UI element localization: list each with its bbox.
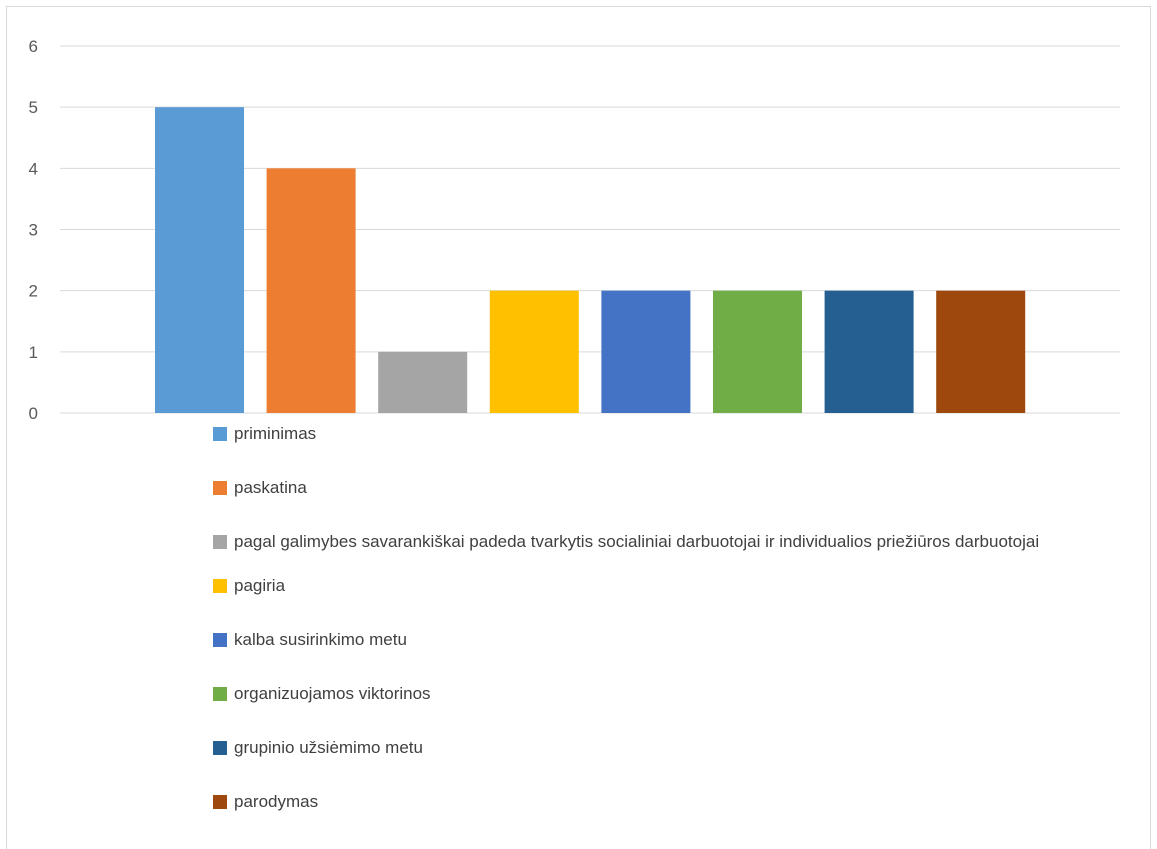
legend-swatch bbox=[213, 535, 227, 549]
bar bbox=[155, 107, 244, 414]
legend-swatch bbox=[213, 481, 227, 495]
bar bbox=[266, 168, 356, 413]
legend-item: grupinio užsiėmimo metu bbox=[213, 737, 1113, 791]
legend-item: parodymas bbox=[213, 791, 1113, 845]
y-tick-label: 6 bbox=[29, 37, 38, 56]
y-tick-label: 1 bbox=[29, 343, 38, 362]
bar-chart: 0 1 2 3 4 5 6 bbox=[29, 37, 1120, 420]
legend-label: organizuojamos viktorinos bbox=[234, 684, 431, 703]
legend-label: kalba susirinkimo metu bbox=[234, 630, 407, 649]
bar bbox=[824, 290, 914, 413]
legend-item: pagiria bbox=[213, 575, 1113, 629]
bar bbox=[378, 351, 468, 413]
legend-item: organizuojamos viktorinos bbox=[213, 683, 1113, 737]
legend-label: parodymas bbox=[234, 792, 319, 811]
legend-swatch bbox=[213, 687, 227, 701]
y-tick-label: 3 bbox=[29, 221, 38, 240]
y-axis-ticks: 0 1 2 3 4 5 6 bbox=[29, 37, 38, 420]
legend-label: priminimas bbox=[234, 424, 317, 443]
legend-label: pagiria bbox=[234, 576, 286, 595]
legend-item: priminimas bbox=[213, 423, 1113, 477]
legend-label: grupinio užsiėmimo metu bbox=[234, 738, 423, 757]
bar bbox=[936, 290, 1026, 413]
chart-frame bbox=[6, 6, 1151, 849]
bar bbox=[489, 290, 579, 413]
legend: priminimas paskatina pagal galimybes savar… bbox=[213, 423, 1113, 845]
y-tick-label: 4 bbox=[29, 159, 38, 178]
bars bbox=[155, 107, 1026, 414]
legend-item: paskatina bbox=[213, 477, 1113, 531]
bar bbox=[601, 290, 691, 413]
legend-swatch bbox=[213, 579, 227, 593]
bar bbox=[713, 290, 802, 413]
legend-item: pagal galimybes savarankiškai padeda tva… bbox=[213, 531, 1113, 575]
y-tick-label: 5 bbox=[29, 98, 38, 117]
y-tick-label: 0 bbox=[29, 404, 38, 420]
legend-swatch bbox=[213, 633, 227, 647]
legend-swatch bbox=[213, 795, 227, 809]
legend-label: paskatina bbox=[234, 478, 307, 497]
legend-swatch bbox=[213, 427, 227, 441]
legend-label: pagal galimybes savarankiškai padeda tva… bbox=[234, 532, 1040, 551]
legend-item: kalba susirinkimo metu bbox=[213, 629, 1113, 683]
legend-swatch bbox=[213, 741, 227, 755]
y-tick-label: 2 bbox=[29, 282, 38, 301]
